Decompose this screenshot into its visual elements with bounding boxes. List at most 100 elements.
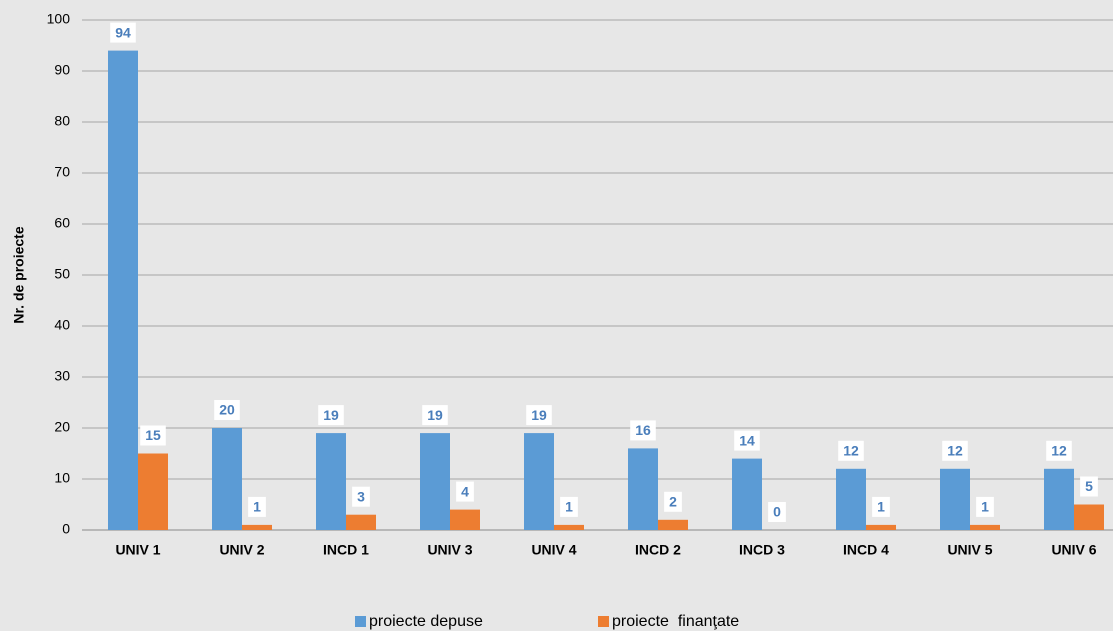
data-label-box	[456, 481, 474, 502]
x-tick-label: UNIV 1	[115, 542, 160, 558]
bar	[346, 514, 376, 530]
data-label-text: 1	[981, 499, 989, 515]
data-label-text: 3	[357, 488, 365, 504]
x-tick-label: INCD 4	[843, 542, 889, 558]
data-label-box	[942, 440, 968, 461]
data-label-box	[352, 486, 370, 507]
data-label-text: 1	[877, 499, 885, 515]
data-label-text: 12	[843, 443, 859, 459]
data-label: 19	[526, 405, 552, 426]
legend-swatch	[355, 616, 366, 627]
data-label: 3	[352, 486, 370, 507]
bar	[420, 433, 450, 530]
data-label: 5	[1080, 476, 1098, 497]
data-label-text: 1	[565, 499, 573, 515]
data-label: 12	[838, 440, 864, 461]
data-label-box	[318, 405, 344, 426]
y-tick-label: 20	[54, 419, 70, 435]
legend-label: proiecte depuse	[369, 613, 483, 630]
data-label: 4	[456, 481, 474, 502]
bar	[628, 448, 658, 530]
data-label: 15	[140, 425, 166, 446]
bar	[1044, 468, 1074, 530]
data-label-text: 19	[531, 407, 547, 423]
bar	[658, 519, 688, 530]
data-label: 1	[976, 496, 994, 517]
data-label-box	[872, 496, 890, 517]
data-label-text: 14	[739, 432, 755, 448]
bar	[524, 433, 554, 530]
data-label-box	[248, 496, 266, 517]
legend-swatch	[598, 616, 609, 627]
data-label-text: 4	[461, 483, 469, 499]
data-label-box	[110, 22, 136, 43]
y-tick-label: 40	[54, 317, 70, 333]
y-tick-label: 50	[54, 266, 70, 282]
data-label-box	[1046, 440, 1072, 461]
y-tick-label: 100	[47, 11, 71, 27]
x-tick-label: UNIV 3	[427, 542, 472, 558]
data-label: 16	[630, 420, 656, 441]
y-axis-title: Nr. de proiecte	[11, 226, 27, 323]
data-label-box	[214, 400, 240, 420]
data-label: 0	[768, 502, 786, 522]
bar	[970, 524, 1000, 530]
x-tick-label: UNIV 5	[947, 542, 992, 558]
bar	[138, 453, 168, 530]
data-label: 20	[214, 400, 240, 420]
y-tick-label: 10	[54, 470, 70, 486]
data-label-text: 1	[253, 499, 261, 515]
x-tick-label: INCD 2	[635, 542, 681, 558]
data-label-text: 2	[669, 494, 677, 510]
data-label: 12	[942, 440, 968, 461]
bar	[450, 509, 480, 530]
data-label-box	[976, 496, 994, 517]
x-tick-label: UNIV 6	[1051, 542, 1096, 558]
bar	[108, 50, 138, 530]
data-label-box	[526, 405, 552, 426]
data-label-text: 12	[947, 443, 963, 459]
data-label: 19	[318, 405, 344, 426]
data-label-box	[630, 420, 656, 441]
data-label: 1	[248, 496, 266, 517]
data-label-box	[560, 496, 578, 517]
y-tick-label: 60	[54, 215, 70, 231]
data-label-text: 16	[635, 422, 651, 438]
bar	[836, 468, 866, 530]
y-tick-label: 70	[54, 164, 70, 180]
data-label-box	[422, 405, 448, 426]
bar	[866, 524, 896, 530]
data-label-text: 0	[773, 504, 781, 520]
x-tick-label: UNIV 2	[219, 542, 264, 558]
y-tick-label: 80	[54, 113, 70, 129]
data-label: 14	[734, 430, 760, 451]
legend-label: proiecte finanţate	[612, 613, 739, 630]
data-label: 94	[110, 22, 136, 43]
data-label-box	[768, 502, 786, 522]
data-label-text: 5	[1085, 478, 1093, 494]
data-label-box	[140, 425, 166, 446]
data-label: 2	[664, 491, 682, 512]
data-label-text: 19	[427, 407, 443, 423]
data-label-text: 12	[1051, 443, 1067, 459]
data-label: 12	[1046, 440, 1072, 461]
bar	[242, 524, 272, 530]
data-label-text: 19	[323, 407, 339, 423]
data-label-box	[734, 430, 760, 451]
bar	[732, 458, 762, 530]
data-label-box	[664, 491, 682, 512]
data-label-box	[1080, 476, 1098, 497]
x-tick-label: UNIV 4	[531, 542, 576, 558]
data-label-box	[838, 440, 864, 461]
data-label: 19	[422, 405, 448, 426]
data-label-text: 15	[145, 427, 161, 443]
bar	[940, 468, 970, 530]
bar	[212, 428, 242, 530]
bar	[316, 433, 346, 530]
bar	[1074, 504, 1104, 530]
data-label-text: 94	[115, 24, 131, 40]
y-tick-label: 90	[54, 62, 70, 78]
y-tick-label: 0	[62, 521, 70, 537]
y-tick-label: 30	[54, 368, 70, 384]
